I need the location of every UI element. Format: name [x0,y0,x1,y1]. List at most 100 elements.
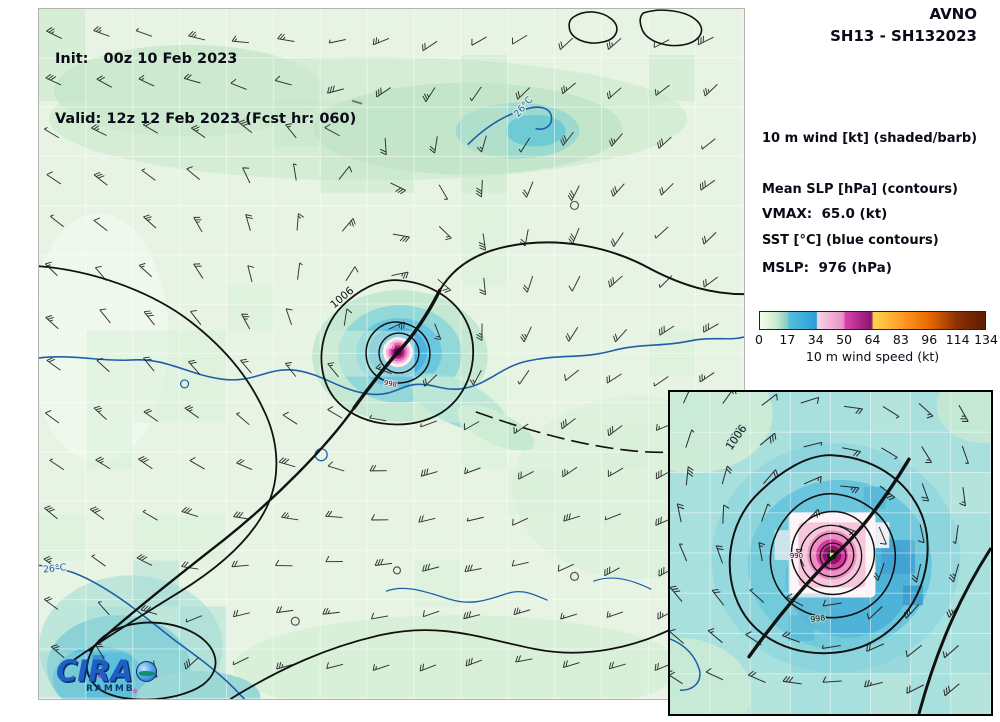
wind-barb-icon [49,458,65,471]
wind-barb-icon [138,455,153,470]
wind-barb-icon [422,374,438,387]
wind-barb-icon [522,181,534,198]
wind-barb-icon [343,308,353,326]
wind-barb-icon [466,516,484,522]
wind-barb-icon [463,421,480,431]
wind-barb-icon [608,661,626,670]
wind-barb-icon [285,123,297,139]
wind-barb-icon [136,554,153,566]
wind-barb-icon [392,233,410,243]
wind-barb-icon [882,406,900,419]
wind-barb-icon [327,406,343,419]
wind-barb-icon [50,644,65,659]
wind-barb-icon [613,328,628,343]
forecast-map: 1006 998 990 26°C 26°C [38,8,745,700]
wind-barb-icon [921,446,933,464]
shade-blob [903,585,923,606]
wind-barb-icon [654,226,669,239]
wind-barb-icon [236,412,250,426]
wind-barb-icon [701,232,717,245]
wind-barb-icon [567,185,580,201]
wind-barb-icon [372,664,390,671]
wind-barb-icon [44,505,58,520]
latlon-grid [39,9,744,699]
wind-barb-icon [45,315,59,330]
shade-blob [97,672,104,679]
wind-barb-icon [678,543,688,562]
wind-barb-icon [422,563,440,572]
calm-circle [290,616,300,626]
wind-barb-icon [184,405,199,419]
wind-barb-icon [657,136,672,149]
wind-barb-icon [658,566,675,577]
colorbar-tick: 96 [921,332,938,347]
wind-barb-icon [685,429,695,448]
wind-barb-icon [95,456,111,470]
wind-barb-icon [247,265,255,283]
calm-circle [569,200,580,211]
wind-barb-icon [93,405,107,420]
terrain-mark [351,99,363,105]
wind-barb-icon [822,676,842,683]
wind-barb-icon [905,644,923,658]
wind-barb-icon [682,392,690,404]
colorbar-block: 0 17 34 50 64 83 96 114 134 10 m wind speed (kt) [755,311,998,364]
wind-barb-icon [607,467,624,478]
wind-barb-icon [476,135,487,153]
wind-barb-icon [520,326,532,343]
wind-barb-icon [186,166,201,180]
wind-barb-icon [193,263,204,279]
wind-barb-icon [946,602,961,618]
wind-barb-icon [655,516,672,526]
sst-contour [385,587,548,603]
wind-barbs-layer [43,25,719,678]
wind-barb-icon [511,559,529,567]
wind-barb-icon [370,612,389,620]
trough-line [352,288,442,410]
wind-barb-icon [942,645,959,659]
sst-contour [180,379,190,389]
wind-barb-icon [703,276,719,288]
isobar-label: 990 [383,344,395,351]
wind-barb-icon [142,121,159,134]
wind-barb-icon [866,605,883,620]
isobar [728,454,929,655]
wind-barb-icon [274,75,292,86]
slp-contours [39,9,744,699]
wind-barb-icon [711,589,725,606]
wind-barb-icon [560,612,578,620]
wind-barb-icon [952,524,959,545]
wind-barb-icon [842,447,862,457]
wind-barb-icon [758,542,766,562]
wind-barb-icon [518,471,534,480]
wind-barb-icon [515,87,531,100]
wind-barb-icon [438,226,452,241]
wind-barb-icon [699,179,716,191]
wind-barb-icon [609,133,623,147]
cira-text: CIRA [56,654,133,688]
shade-blob [92,655,105,668]
colorbar-tick: 17 [779,332,796,347]
wind-barb-icon [608,275,623,288]
wind-barb-icon [322,607,340,615]
wind-barb-icon [325,555,343,563]
wind-barb-icon [190,310,202,326]
wind-barb-icon [282,411,298,425]
wind-barb-icon [143,356,155,372]
sst-contours [39,106,744,699]
wind-barb-icon [517,369,530,385]
wind-barb-icon [515,655,533,663]
wind-barb-icon [917,524,925,544]
wind-barb-icon [866,643,885,652]
wind-barb-icon [749,588,765,603]
legend-block: 10 m wind [kt] (shaded/barb) Mean SLP [h… [762,96,977,283]
wind-barb-icon [604,513,622,521]
inset-texture-layer [670,392,991,714]
wind-barb-icon [512,517,529,526]
isobar [790,510,876,596]
wind-barb-icon [943,683,960,697]
coastline-island [568,11,618,44]
wind-barb-icon [370,514,389,521]
wind-barb-icon [293,163,297,181]
init-time: Init: 00z 10 Feb 2023 [55,51,238,67]
